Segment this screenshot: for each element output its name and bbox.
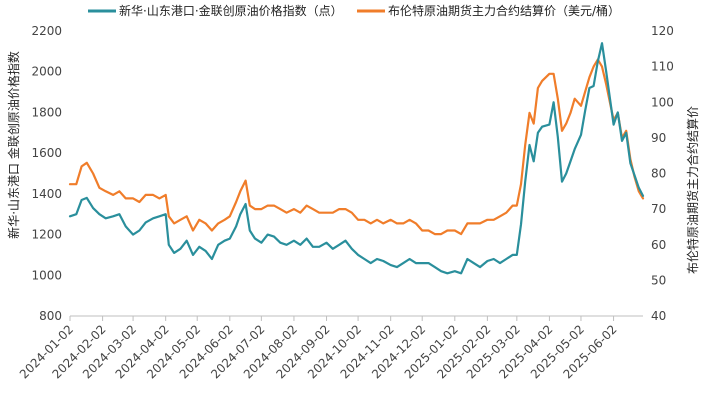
right-tick-label: 60 — [651, 238, 666, 252]
left-tick-label: 1600 — [31, 146, 62, 160]
x-axis-ticks: 2024-01-022024-02-022024-03-022024-04-02… — [17, 316, 620, 381]
left-axis-ticks: 800 1000 1200 1400 1600 1800 2000 2200 — [31, 24, 62, 323]
right-axis-title: 布伦特原油期货主力合约结算价 — [685, 106, 700, 274]
legend-label-brent: 布伦特原油期货主力合约结算价（美元/桶） — [388, 3, 620, 18]
right-tick-label: 120 — [651, 24, 674, 38]
left-axis-title: 新华·山东港口 金联创原油价格指数 — [6, 51, 21, 239]
left-tick-label: 2200 — [31, 24, 62, 38]
right-tick-label: 100 — [651, 95, 674, 109]
legend-label-index: 新华·山东港口·金联创原油价格指数（点） — [119, 3, 343, 18]
legend: 新华·山东港口·金联创原油价格指数（点） 布伦特原油期货主力合约结算价（美元/桶… — [88, 3, 620, 18]
series-layer — [68, 42, 645, 275]
right-tick-label: 50 — [651, 273, 666, 287]
left-tick-label: 1000 — [31, 268, 62, 282]
series-line-index — [68, 42, 645, 275]
right-axis-ticks: 40 50 60 70 80 90 100 110 120 — [651, 24, 674, 323]
left-tick-label: 1400 — [31, 187, 62, 201]
series-line-brent — [68, 58, 645, 236]
left-tick-label: 2000 — [31, 65, 62, 79]
right-tick-label: 110 — [651, 60, 674, 74]
right-tick-label: 40 — [651, 309, 666, 323]
left-tick-label: 800 — [39, 309, 62, 323]
left-tick-label: 1200 — [31, 228, 62, 242]
right-tick-label: 80 — [651, 167, 666, 181]
right-tick-label: 90 — [651, 131, 666, 145]
right-tick-label: 70 — [651, 202, 666, 216]
left-tick-label: 1800 — [31, 105, 62, 119]
